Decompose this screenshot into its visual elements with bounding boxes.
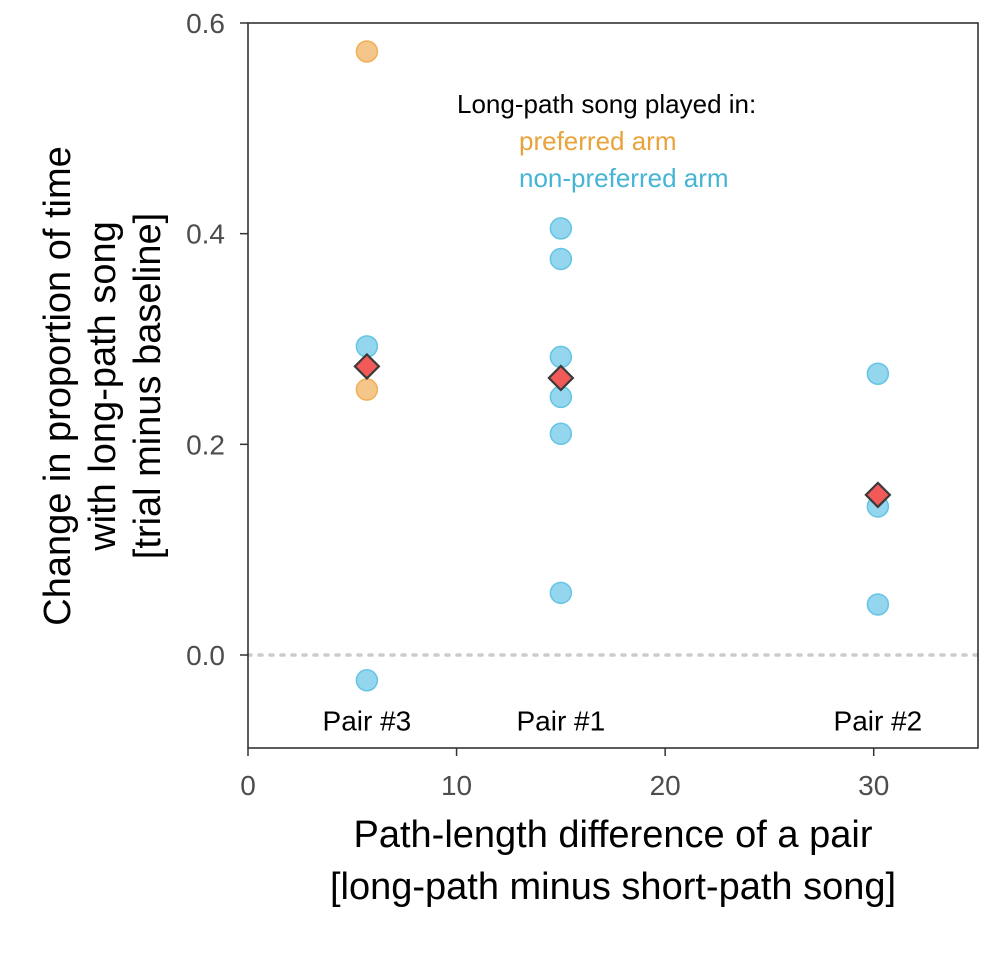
non-preferred-arm-point bbox=[549, 581, 573, 605]
mean-diamond-point bbox=[353, 352, 381, 380]
x-tick-label: 10 bbox=[441, 770, 472, 801]
x-axis-title-line-2: [long-path minus short-path song] bbox=[330, 866, 896, 908]
data-points-layer bbox=[353, 40, 892, 692]
axis-ticks-layer: 0 10 20 30 0.0 0.2 0.4 0.6 bbox=[186, 8, 889, 801]
y-axis-title-line-2: with long-path song bbox=[82, 221, 124, 552]
y-tick-label: 0.4 bbox=[186, 219, 225, 250]
pair-label: Pair #1 bbox=[516, 705, 605, 736]
mean-diamond-point bbox=[864, 481, 892, 509]
y-axis-title-line-1: Change in proportion of time bbox=[37, 146, 79, 626]
mean-diamond-point bbox=[547, 364, 575, 392]
y-tick-label: 0.2 bbox=[186, 429, 225, 460]
y-axis-title-line-3: [trial minus baseline] bbox=[127, 213, 169, 559]
legend-title: Long-path song played in: bbox=[457, 89, 756, 119]
preferred-arm-point bbox=[355, 378, 379, 401]
non-preferred-arm-point bbox=[866, 593, 890, 616]
x-axis-title-line-1: Path-length difference of a pair bbox=[354, 814, 873, 856]
legend-entry-non-preferred: non-preferred arm bbox=[519, 163, 729, 193]
plot-frame bbox=[247, 22, 979, 749]
legend: Long-path song played in: preferred arm … bbox=[457, 89, 756, 193]
x-tick-label: 20 bbox=[650, 770, 681, 801]
legend-entry-preferred: preferred arm bbox=[519, 126, 677, 156]
non-preferred-arm-point bbox=[549, 422, 573, 446]
y-axis-title: Change in proportion of time with long-p… bbox=[37, 146, 169, 626]
y-tick-label: 0.0 bbox=[186, 640, 225, 671]
non-preferred-arm-point bbox=[549, 217, 573, 240]
y-tick-label: 0.6 bbox=[186, 8, 225, 39]
non-preferred-arm-point bbox=[866, 362, 890, 386]
x-tick-label: 0 bbox=[240, 770, 256, 801]
non-preferred-arm-point bbox=[549, 247, 573, 271]
x-axis-title: Path-length difference of a pair [long-p… bbox=[330, 814, 896, 908]
non-preferred-arm-point bbox=[549, 345, 573, 369]
pair-label: Pair #2 bbox=[834, 705, 923, 736]
preferred-arm-point bbox=[355, 40, 379, 63]
pair-annotations: Pair #3 Pair #1 Pair #2 bbox=[323, 705, 923, 736]
pair-label: Pair #3 bbox=[323, 705, 412, 736]
x-tick-label: 30 bbox=[858, 770, 889, 801]
non-preferred-arm-point bbox=[355, 669, 379, 692]
